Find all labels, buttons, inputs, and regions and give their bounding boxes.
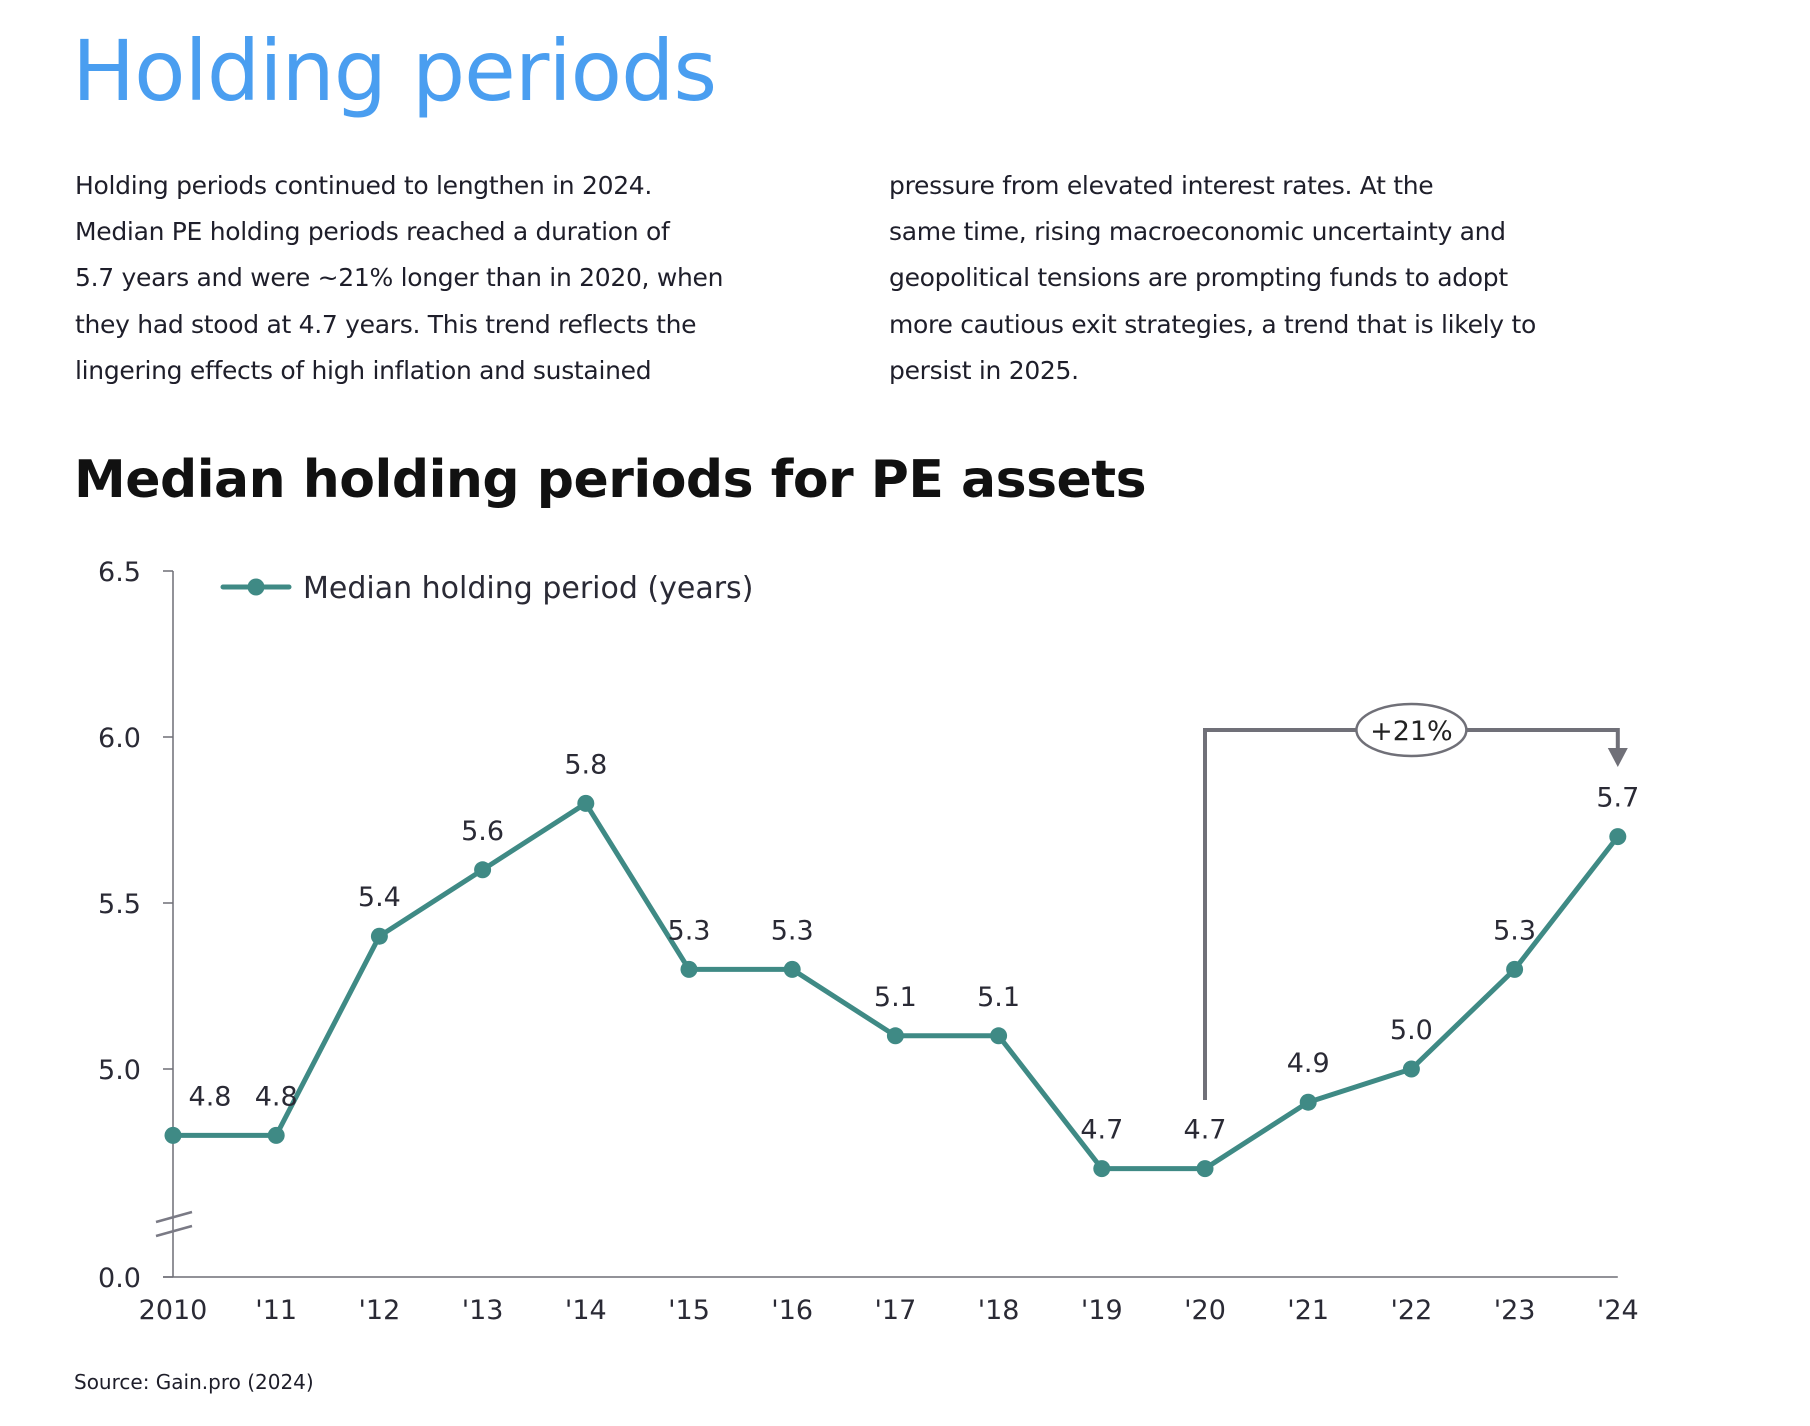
data-label: 5.6 xyxy=(461,816,504,847)
x-tick-label: '15 xyxy=(668,1295,710,1326)
data-point xyxy=(1196,1160,1214,1178)
data-point xyxy=(474,861,492,879)
data-point xyxy=(886,1027,904,1045)
annotation-arrow-icon xyxy=(1607,748,1628,767)
data-point xyxy=(370,927,388,945)
data-point xyxy=(783,960,801,978)
x-tick-label: '21 xyxy=(1287,1295,1329,1326)
data-point xyxy=(680,960,698,978)
data-label: 5.8 xyxy=(564,749,607,780)
annotation-label: +21% xyxy=(1370,716,1453,747)
chart-title: Median holding periods for PE assets xyxy=(74,450,1147,510)
x-tick-label: '19 xyxy=(1081,1295,1123,1326)
data-label: 5.3 xyxy=(771,915,814,946)
x-tick-label: '22 xyxy=(1391,1295,1433,1326)
paragraph-line: pressure from elevated interest rates. A… xyxy=(889,171,1434,200)
data-label: 4.8 xyxy=(189,1081,232,1112)
paragraph-line: persist in 2025. xyxy=(889,355,1079,385)
data-point xyxy=(1402,1060,1420,1078)
paragraph-line: geopolitical tensions are prompting fund… xyxy=(889,263,1508,293)
x-tick-label: 2010 xyxy=(139,1295,208,1326)
data-label: 5.4 xyxy=(358,882,401,913)
legend-marker-icon xyxy=(247,578,265,596)
data-label: 5.1 xyxy=(977,982,1020,1013)
paragraph-line: same time, rising macroeconomic uncertai… xyxy=(889,217,1506,247)
y-tick-label: 6.5 xyxy=(98,557,141,588)
data-label: 4.8 xyxy=(255,1081,298,1112)
x-tick-label: '24 xyxy=(1597,1295,1639,1326)
data-point xyxy=(164,1126,182,1144)
x-tick-label: '23 xyxy=(1494,1295,1536,1326)
y-tick-label: 5.5 xyxy=(98,889,141,920)
x-tick-label: '13 xyxy=(462,1295,504,1326)
legend-label: Median holding period (years) xyxy=(303,571,753,606)
data-point xyxy=(990,1027,1008,1045)
intro-paragraph-left: Holding periods continued to lengthen in… xyxy=(75,163,855,394)
paragraph-line: more cautious exit strategies, a trend t… xyxy=(889,309,1536,339)
axis-break-mark xyxy=(155,1224,193,1238)
data-label: 5.7 xyxy=(1596,783,1639,814)
data-label: 4.7 xyxy=(1184,1115,1227,1146)
axis-break-mark xyxy=(155,1210,193,1224)
x-tick-label: '16 xyxy=(771,1295,813,1326)
data-point xyxy=(1093,1160,1111,1178)
data-label: 5.3 xyxy=(668,915,711,946)
paragraph-line: 5.7 years and were ~21% longer than in 2… xyxy=(75,263,724,293)
data-point xyxy=(577,794,595,812)
annotation-badge xyxy=(1355,702,1468,758)
y-tick-label: 6.0 xyxy=(98,723,141,754)
paragraph-line: Median PE holding periods reached a dura… xyxy=(75,217,670,247)
page-title: Holding periods xyxy=(72,22,717,120)
data-point xyxy=(267,1126,285,1144)
paragraph-line: Holding periods continued to lengthen in… xyxy=(75,171,653,200)
x-tick-label: '11 xyxy=(255,1295,297,1326)
data-point xyxy=(1299,1093,1317,1111)
source-note: Source: Gain.pro (2024) xyxy=(74,1370,314,1394)
x-tick-label: '17 xyxy=(875,1295,917,1326)
y-tick-label: 5.0 xyxy=(98,1055,141,1086)
data-label: 5.3 xyxy=(1493,915,1536,946)
paragraph-line: lingering effects of high inflation and … xyxy=(75,355,652,385)
x-tick-label: '12 xyxy=(359,1295,401,1326)
data-label: 4.7 xyxy=(1080,1115,1123,1146)
data-point xyxy=(1609,828,1627,846)
data-point xyxy=(1506,960,1524,978)
x-tick-label: '20 xyxy=(1184,1295,1226,1326)
data-label: 5.1 xyxy=(874,982,917,1013)
paragraph-line: they had stood at 4.7 years. This trend … xyxy=(75,309,697,339)
y-tick-label: 0.0 xyxy=(98,1263,141,1294)
intro-paragraph-right: pressure from elevated interest rates. A… xyxy=(889,163,1669,394)
x-tick-label: '18 xyxy=(978,1295,1020,1326)
x-tick-label: '14 xyxy=(565,1295,607,1326)
data-label: 5.0 xyxy=(1390,1015,1433,1046)
data-label: 4.9 xyxy=(1287,1048,1330,1079)
